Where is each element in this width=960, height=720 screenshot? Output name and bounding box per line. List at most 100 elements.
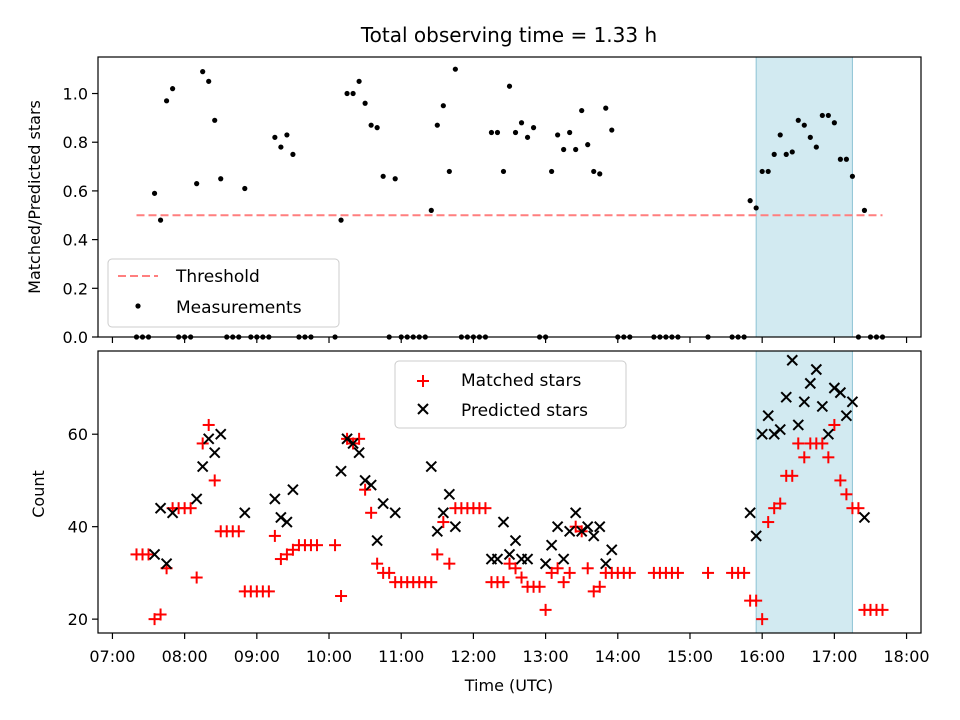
matched-star-point [816, 437, 829, 450]
measurement-point [530, 125, 537, 131]
predicted-star-point [834, 386, 847, 399]
matched-star-point [876, 603, 889, 616]
matched-star-point [623, 566, 636, 579]
predicted-star-point [816, 400, 829, 413]
predicted-star-point [774, 423, 786, 436]
measurement-point [567, 129, 573, 136]
measurement-point [777, 132, 783, 138]
matched-star-point [581, 562, 594, 575]
legend-measurements-swatch [135, 303, 141, 309]
measurement-point [428, 207, 434, 213]
bottom-y-tick-label: 20 [68, 610, 88, 629]
bottom-y-axis-title: Count [29, 470, 48, 518]
measurement-point [169, 86, 176, 92]
measurement-point [278, 144, 284, 150]
measurement-point [609, 127, 615, 133]
measurement-point [837, 156, 843, 162]
predicted-star-point [335, 465, 347, 477]
matched-star-point [274, 553, 287, 566]
bottom-y-ticks: 20 40 60 [68, 425, 98, 629]
measurement-point [549, 168, 555, 175]
legend-matched-label: Matched stars [461, 371, 581, 391]
top-panel: 0.0 0.2 0.4 0.6 0.8 1.0 Matched/Predicted sta… [25, 56, 922, 347]
matched-star-point [539, 603, 552, 616]
matched-star-point [840, 488, 853, 501]
measurement-point [573, 146, 579, 153]
measurement-point [561, 146, 567, 153]
predicted-star-point [209, 446, 221, 459]
matched-star-point [425, 576, 438, 589]
matched-star-point [569, 520, 582, 533]
legend-predicted-label: Predicted stars [461, 401, 588, 421]
predicted-star-point [798, 396, 810, 408]
predicted-star-point [780, 391, 792, 403]
measurement-point [434, 122, 440, 128]
measurement-point [446, 168, 452, 175]
matched-star-point [786, 469, 799, 482]
measurement-point [506, 83, 513, 89]
top-legend-box [107, 258, 340, 328]
predicted-star-point [804, 377, 817, 390]
predicted-star-point [449, 520, 462, 533]
measurement-point [494, 129, 501, 136]
measurement-point [747, 198, 753, 204]
measurement-point [579, 107, 585, 114]
measurement-point [212, 117, 218, 123]
predicted-star-point [588, 530, 600, 542]
matched-star-point [750, 594, 763, 607]
measurement-point [350, 90, 356, 97]
matched-star-point [371, 557, 384, 570]
measurement-point [603, 105, 609, 111]
matched-star-point [383, 566, 396, 579]
measurement-point [218, 176, 224, 182]
matched-star-point [184, 502, 197, 515]
predicted-star-point [810, 363, 823, 376]
measurement-point [783, 151, 789, 157]
measurement-point [500, 168, 507, 175]
measurement-point [825, 112, 831, 119]
measurement-point [157, 217, 164, 223]
predicted-star-point [545, 539, 558, 551]
predicted-star-point [521, 553, 534, 565]
matched-star-point [232, 525, 245, 538]
matched-star-point [437, 516, 450, 529]
measurement-point [819, 112, 825, 119]
measurement-point [284, 132, 290, 138]
predicted-star-point [600, 557, 612, 570]
matched-star-point [515, 571, 528, 584]
measurement-point [194, 181, 200, 187]
predicted-star-point [425, 460, 437, 473]
bottom-legend-box [394, 360, 627, 429]
bottom-plot-area [130, 354, 889, 626]
predicted-star-point [762, 410, 774, 422]
predicted-star-point [750, 530, 762, 542]
predicted-star-point [160, 557, 173, 570]
top-y-tick-label: 0.4 [63, 231, 88, 250]
matched-star-point [268, 529, 281, 542]
x-tick-label: 18:00 [884, 647, 930, 666]
predicted-star-point [287, 483, 299, 496]
matched-star-point [359, 483, 372, 496]
matched-star-point [774, 497, 787, 510]
top-y-tick-label: 0.6 [63, 182, 88, 201]
predicted-star-point [846, 396, 859, 408]
matched-star-point [593, 580, 606, 593]
predicted-star-point [539, 557, 552, 570]
matched-star-point [756, 613, 769, 626]
matched-star-point [509, 562, 522, 575]
predicted-star-point [431, 525, 444, 538]
predicted-star-point [551, 520, 564, 533]
predicted-star-point [437, 507, 450, 519]
matched-star-point [329, 539, 342, 552]
legend-matched-swatch [417, 375, 429, 387]
bottom-y-tick-label: 60 [68, 425, 88, 444]
predicted-star-point [792, 419, 804, 431]
measurement-point [807, 134, 813, 140]
matched-star-point [148, 613, 161, 626]
top-y-tick-label: 0.8 [63, 133, 88, 152]
matched-star-point [286, 543, 299, 556]
predicted-star-point [497, 516, 510, 528]
measurement-point [795, 117, 801, 123]
matched-star-point [834, 474, 847, 487]
top-y-tick-label: 0.0 [63, 328, 88, 347]
